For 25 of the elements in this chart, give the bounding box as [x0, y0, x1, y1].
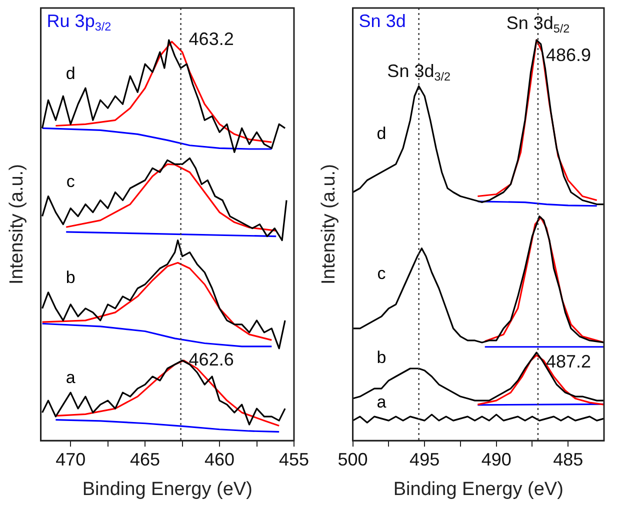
series-label: b	[66, 268, 76, 288]
annotation: 463.2	[188, 29, 234, 50]
series-label: c	[66, 172, 76, 191]
series-label: b	[376, 348, 386, 368]
x-tick-label: 455	[278, 449, 310, 470]
series-label: d	[376, 124, 386, 143]
series-label: c	[377, 264, 386, 284]
x-tick-label: 485	[553, 449, 584, 470]
x-tick-label: 495	[410, 449, 440, 470]
y-axis-title: Intensity (a.u.)	[6, 164, 28, 284]
y-axis-title: Intensity (a.u.)	[318, 164, 340, 284]
x-tick-label: 490	[481, 449, 512, 470]
series-label: a	[66, 368, 76, 388]
x-tick-label: 500	[338, 449, 368, 470]
annotation: 462.6	[188, 349, 234, 370]
x-tick-label: 460	[204, 449, 235, 470]
x-axis-title: Binding Energy (eV)	[82, 478, 252, 500]
annotation: 487.2	[546, 351, 592, 372]
x-axis-title: Binding Energy (eV)	[393, 478, 564, 500]
annotation: 486.9	[546, 45, 592, 66]
series-label: d	[66, 64, 76, 83]
series-label: a	[376, 392, 387, 412]
chart-title: Sn 3d	[358, 10, 406, 31]
x-tick-label: 470	[56, 449, 86, 470]
x-tick-label: 465	[130, 449, 160, 470]
